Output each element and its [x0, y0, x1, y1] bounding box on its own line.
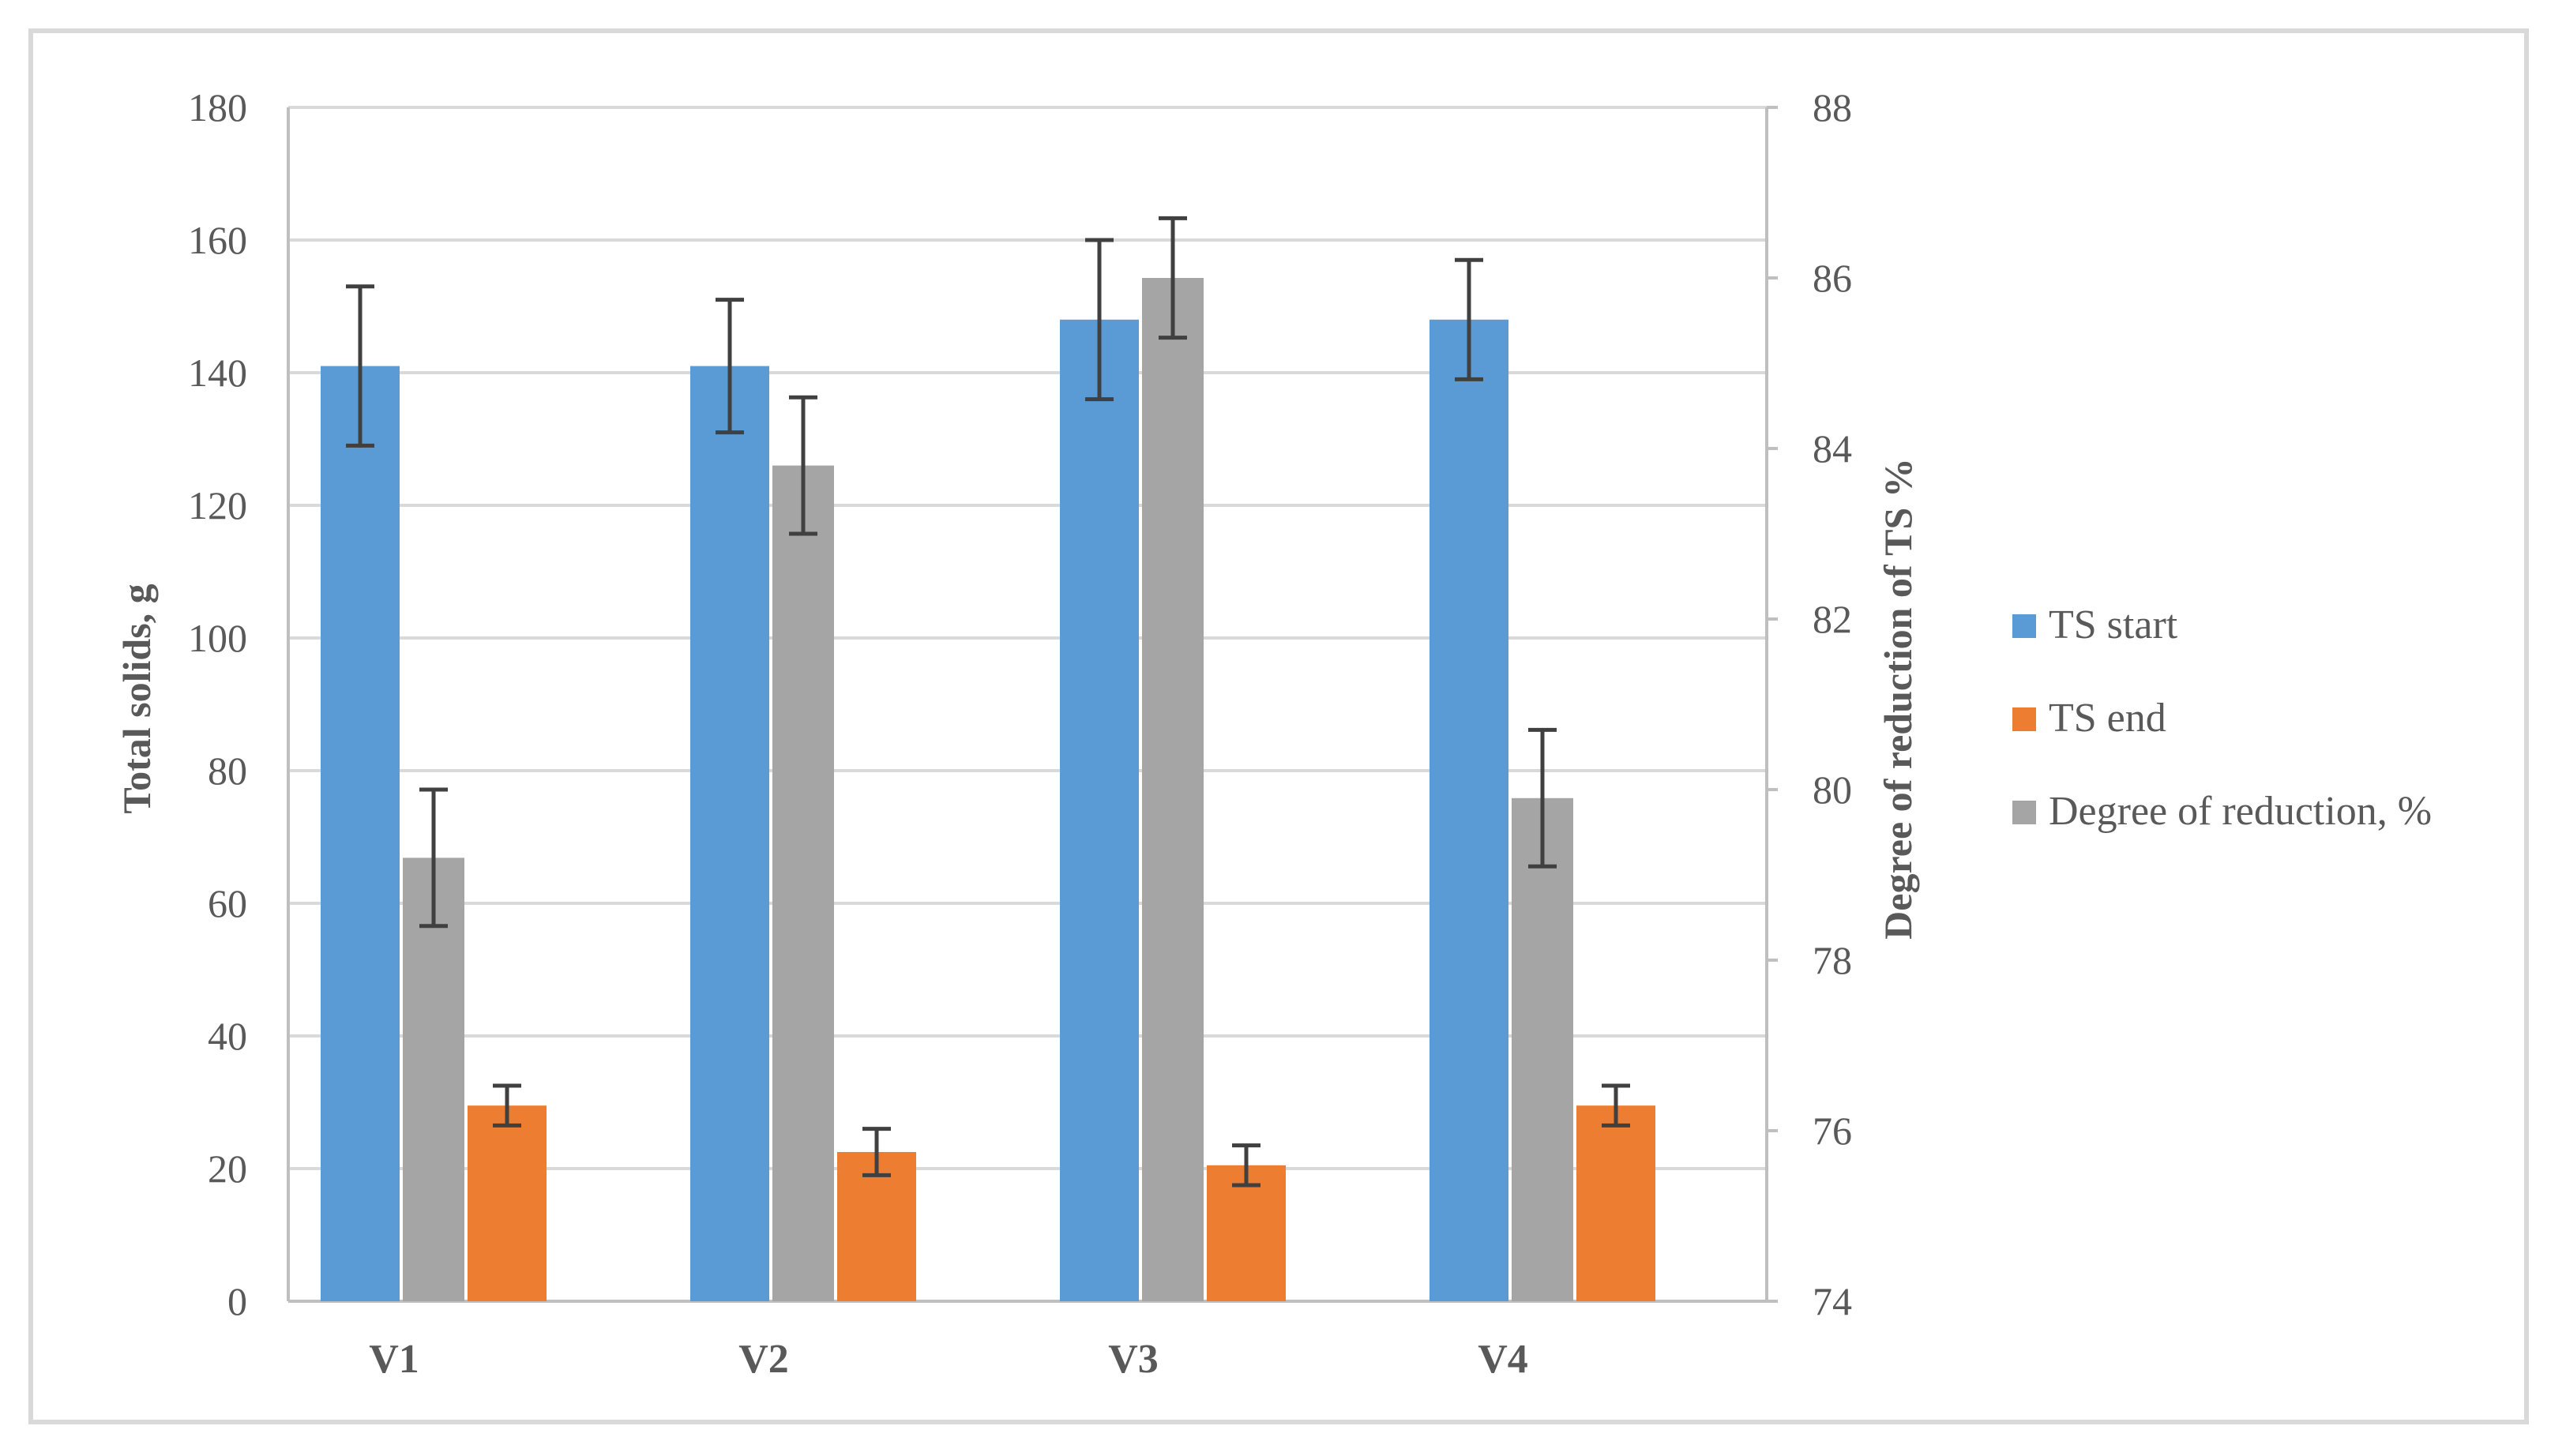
y-tick-label: 100 [188, 616, 247, 660]
bar-degree-of-reduction-v1 [403, 857, 464, 1301]
y2-tick-label: 88 [1813, 85, 1852, 129]
y-tick-label: 80 [208, 749, 247, 793]
bar-degree-of-reduction-v2 [772, 465, 834, 1301]
y-tick-label: 60 [208, 881, 247, 925]
x-tick-label: V1 [369, 1337, 419, 1382]
x-tick-label: V2 [738, 1337, 789, 1382]
legend-label: Degree of reduction, % [2049, 789, 2432, 834]
y2-tick-label: 86 [1813, 256, 1852, 300]
y-tick-label: 140 [188, 351, 247, 395]
y-axis-title: Total solids, g [115, 584, 159, 813]
bar-degree-of-reduction-v3 [1142, 278, 1204, 1301]
legend-label: TS end [2049, 696, 2166, 741]
bar-ts-start-v4 [1430, 319, 1508, 1301]
bar-ts-start-v3 [1060, 319, 1139, 1301]
y-tick-label: 20 [208, 1146, 247, 1191]
y-tick-label: 180 [188, 85, 247, 129]
legend-label: TS start [2049, 602, 2178, 647]
legend-swatch [2012, 614, 2036, 638]
y-tick-label: 0 [227, 1279, 247, 1323]
y2-tick-label: 76 [1813, 1109, 1852, 1153]
y-tick-label: 160 [188, 218, 247, 262]
y-tick-label: 120 [188, 483, 247, 527]
x-tick-label: V3 [1108, 1337, 1159, 1382]
y2-tick-label: 82 [1813, 597, 1852, 641]
bar-ts-end-v3 [1207, 1165, 1286, 1301]
bar-ts-end-v4 [1576, 1105, 1655, 1301]
legend: TS start TS end Degree of reduction, % [2012, 602, 2432, 834]
tick-labels: 0 20 40 60 80 100 120 140 160 180 74 76 78 80 82 84 86 88… [188, 85, 1852, 1382]
y2-tick-label: 78 [1813, 938, 1852, 982]
bar-degree-of-reduction-v4 [1512, 797, 1573, 1301]
y2-tick-label: 74 [1813, 1279, 1852, 1323]
bar-ts-start-v1 [321, 366, 400, 1302]
bar-ts-end-v1 [468, 1105, 547, 1301]
y2-tick-label: 84 [1813, 426, 1852, 471]
y2-axis-title: Degree of reduction of TS % [1876, 458, 1920, 940]
bars [321, 278, 1655, 1302]
y2-tick-label: 80 [1813, 767, 1852, 812]
error-bars [346, 216, 1630, 1188]
legend-swatch [2012, 707, 2036, 731]
y-tick-label: 40 [208, 1014, 247, 1058]
x-tick-label: V4 [1478, 1337, 1528, 1382]
legend-swatch [2012, 801, 2036, 824]
bar-ts-start-v2 [690, 366, 769, 1302]
